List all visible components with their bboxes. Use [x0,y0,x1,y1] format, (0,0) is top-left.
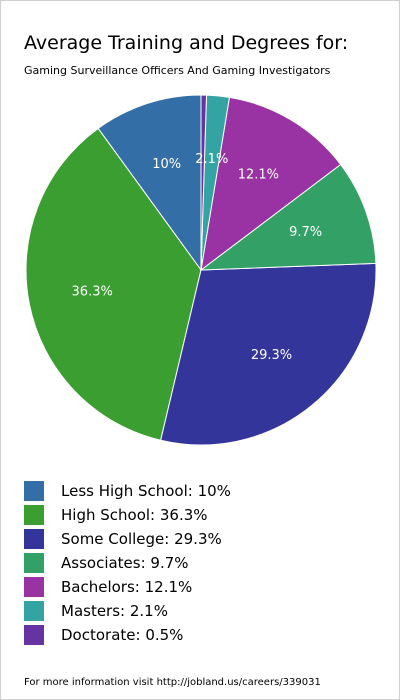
legend-label: Less High School: 10% [61,482,231,500]
pie-chart: 10% 36.3% 29.3% 9.7% 12.1% 2.1% [25,94,377,446]
pie-slice-bachelors [200,96,342,272]
legend-item-less-high-school: Less High School: 10% [24,479,231,503]
legend-label: Associates: 9.7% [61,554,189,572]
legend-label: Some College: 29.3% [61,530,222,548]
pie-slice-doctorate [200,94,208,271]
pie-slice-less-high-school [97,94,202,272]
legend-swatch [24,529,44,549]
chart-subtitle: Gaming Surveillance Officers And Gaming … [24,64,331,77]
legend-item-high-school: High School: 36.3% [24,503,231,527]
legend-label: Doctorate: 0.5% [61,626,184,644]
pie-slices [25,94,377,446]
pie-slice-label-high-school: 36.3% [72,284,113,299]
chart-title: Average Training and Degrees for: [24,32,349,54]
legend-label: High School: 36.3% [61,506,208,524]
legend-label: Masters: 2.1% [61,602,168,620]
legend-item-some-college: Some College: 29.3% [24,527,231,551]
pie-slice-label-less-high-school: 10% [152,157,181,172]
pie-slice-high-school [25,127,202,441]
legend-item-masters: Masters: 2.1% [24,599,231,623]
legend: Less High School: 10% High School: 36.3%… [24,479,231,647]
pie-slice-label-associates: 9.7% [289,225,322,240]
legend-item-doctorate: Doctorate: 0.5% [24,623,231,647]
pie-slice-associates [199,163,377,271]
pie-slice-label-bachelors: 12.1% [238,168,279,183]
pie-slice-some-college [160,262,377,446]
legend-swatch [24,577,44,597]
legend-item-bachelors: Bachelors: 12.1% [24,575,231,599]
legend-swatch [24,553,44,573]
legend-item-associates: Associates: 9.7% [24,551,231,575]
pie-slice-label-some-college: 29.3% [251,348,292,363]
pie-slice-labels: 10% 36.3% 29.3% 9.7% 12.1% 2.1% [72,152,323,363]
legend-swatch [24,481,44,501]
legend-swatch [24,505,44,525]
pie-slice-label-masters: 2.1% [195,152,228,167]
legend-label: Bachelors: 12.1% [61,578,193,596]
legend-swatch [24,601,44,621]
footer-note: For more information visit http://joblan… [24,677,321,688]
legend-swatch [24,625,44,645]
